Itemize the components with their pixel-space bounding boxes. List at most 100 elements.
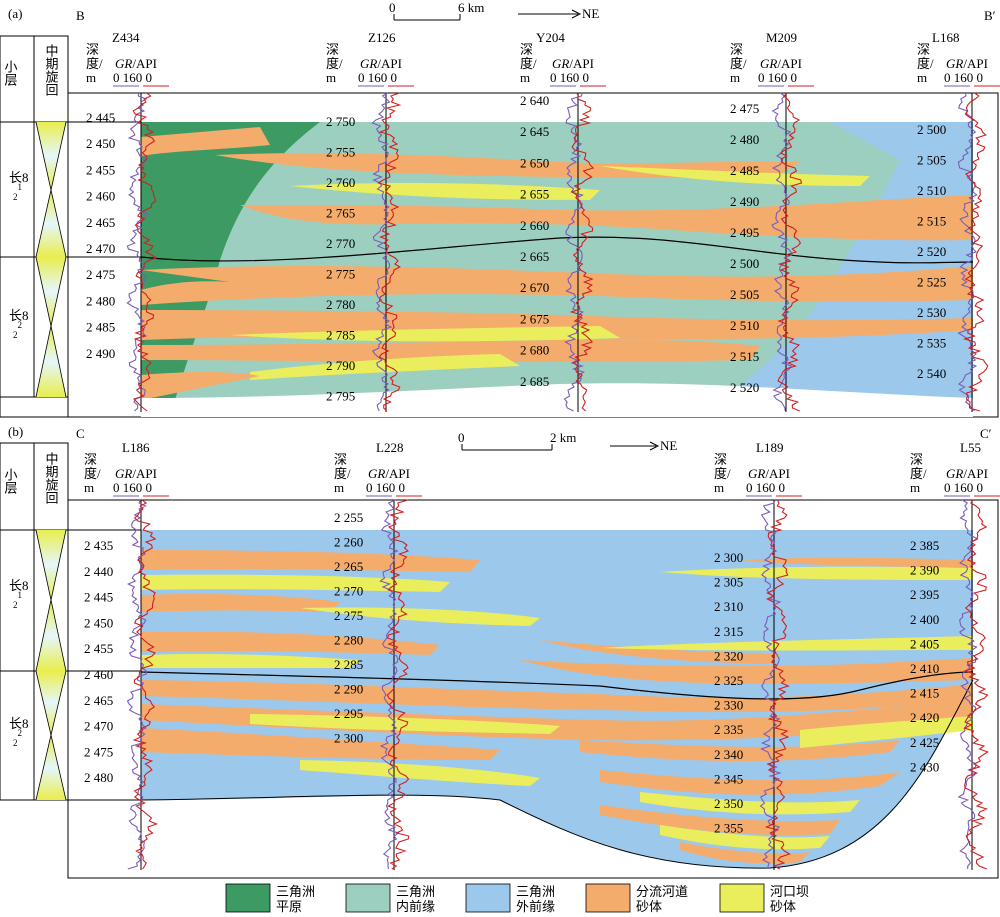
depth-header: 深度/m: [730, 42, 747, 85]
depth-label: 2 495: [730, 225, 759, 240]
svg-text:长8: 长8: [9, 308, 29, 323]
depth-label: 2 405: [910, 636, 939, 651]
gr-scale: 0 160 0: [550, 70, 589, 85]
layer-lower-label: 长8 22: [9, 308, 29, 340]
depth-label: 2 300: [334, 731, 363, 746]
depth-label: 2 790: [326, 358, 355, 373]
depth-header: 深度/m: [714, 452, 731, 495]
sp-curve: [962, 499, 989, 870]
depth-label: 2 480: [84, 770, 113, 785]
well-name: Y204: [536, 30, 565, 45]
depth-label: 2 465: [84, 693, 113, 708]
legend-swatch: [465, 883, 511, 913]
sp-curve: [777, 92, 803, 412]
svg-text:22: 22: [13, 728, 22, 748]
section-start-label: B: [76, 8, 85, 23]
well-name: L186: [122, 440, 150, 455]
cycle-symbol: [35, 529, 67, 801]
direction-arrow: NE: [518, 6, 599, 21]
section-end-label: C′: [980, 426, 992, 441]
depth-label: 2 265: [334, 559, 363, 574]
depth-label: 2 680: [520, 343, 549, 358]
depth-label: 2 395: [910, 587, 939, 602]
legend-label: 平原: [276, 899, 302, 914]
legend-label: 外前缘: [516, 899, 555, 914]
svg-text:长8: 长8: [9, 170, 29, 185]
gr-scale: 0 160 0: [113, 70, 152, 85]
depth-label: 2 260: [334, 535, 363, 550]
legend-label: 砂体: [636, 899, 662, 914]
depth-label: 2 505: [730, 287, 759, 302]
depth-label: 2 470: [86, 241, 115, 256]
depth-header: 深度/m: [84, 452, 101, 495]
depth-label: 2 425: [910, 735, 939, 750]
sp-curve: [132, 92, 158, 412]
layer-lower-label: 长8 22: [9, 716, 29, 748]
svg-text:2 km: 2 km: [550, 430, 576, 445]
depth-label: 2 435: [84, 538, 113, 553]
gr-label: GR/API: [368, 466, 410, 481]
depth-label: 2 500: [917, 122, 946, 137]
depth-label: 2 765: [326, 206, 355, 221]
sp-curve: [764, 499, 791, 870]
basal-boundary-b: [140, 679, 974, 869]
depth-label: 2 290: [334, 682, 363, 697]
depth-label: 2 330: [714, 698, 743, 713]
sp-curve: [132, 499, 159, 870]
depth-label: 2 475: [84, 744, 113, 759]
depth-label: 2 255: [334, 510, 363, 525]
depth-label: 2 470: [84, 719, 113, 734]
depth-label: 2 655: [520, 187, 549, 202]
depth-label: 2 320: [714, 648, 743, 663]
depth-label: 2 515: [730, 349, 759, 364]
gr-label: GR/API: [946, 56, 988, 71]
svg-text:21: 21: [13, 590, 22, 610]
sp-curve: [386, 499, 410, 870]
depth-label: 2 420: [910, 710, 939, 725]
well-name: L189: [756, 440, 783, 455]
depth-label: 2 460: [86, 189, 115, 204]
depth-label: 2 645: [520, 124, 549, 139]
panel-b-label: (b): [8, 424, 23, 439]
depth-label: 2 400: [910, 612, 939, 627]
scale-bar: 0 6 km: [389, 0, 484, 21]
sp-curve: [569, 92, 595, 412]
scale-bar: 0 2 km: [458, 430, 576, 451]
svg-text:NE: NE: [660, 438, 677, 453]
depth-label: 2 315: [714, 624, 743, 639]
legend-label: 河口坝: [770, 884, 809, 899]
svg-text:22: 22: [13, 320, 22, 340]
well-name: L55: [960, 440, 981, 455]
depth-label: 2 670: [520, 280, 549, 295]
depth-label: 2 505: [917, 153, 946, 168]
section-frame-b: [67, 499, 999, 879]
depth-header: 深度/m: [910, 452, 927, 495]
depth-label: 2 275: [334, 608, 363, 623]
gr-label: GR/API: [115, 466, 157, 481]
depth-label: 2 520: [730, 380, 759, 395]
depth-label: 2 795: [326, 389, 355, 404]
legend-swatch: [585, 883, 631, 913]
depth-label: 2 280: [334, 633, 363, 648]
depth-label: 2 675: [520, 311, 549, 326]
depth-label: 2 660: [520, 218, 549, 233]
depth-label: 2 785: [326, 328, 355, 343]
depth-label: 2 520: [917, 244, 946, 259]
svg-text:长8: 长8: [9, 578, 29, 593]
depth-label: 2 465: [86, 215, 115, 230]
depth-label: 2 415: [910, 686, 939, 701]
depth-label: 2 540: [917, 366, 946, 381]
depth-label: 2 475: [86, 267, 115, 282]
depth-label: 2 295: [334, 706, 363, 721]
svg-text:NE: NE: [582, 6, 599, 21]
gr-curve: [759, 499, 782, 870]
legend-label: 三角洲: [396, 884, 435, 899]
